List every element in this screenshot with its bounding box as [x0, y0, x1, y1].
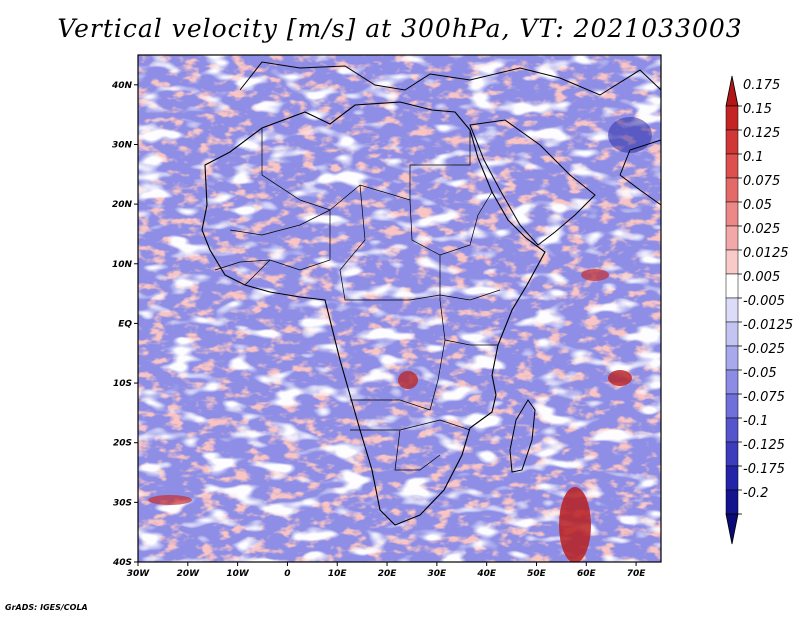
colorbar-swatch: [725, 321, 739, 347]
strong-updraft-patch: [608, 370, 632, 386]
colorbar-swatch: [725, 129, 739, 155]
colorbar-swatch: [725, 177, 739, 203]
colorbar-label: 0.125: [743, 126, 780, 141]
colorbar-label: 0.005: [743, 270, 780, 285]
y-tick-label: 30N: [112, 140, 133, 150]
y-tick-label: 40S: [112, 558, 132, 568]
x-axis-ticks: 30W 20W 10W 0 10E 20E 30E 40E 50E 60E 70E: [127, 562, 647, 579]
y-tick-label: 30S: [113, 498, 132, 508]
x-tick-label: 60E: [577, 569, 597, 579]
colorbar-label: 0.0125: [743, 246, 789, 261]
colorbar-label: -0.0125: [743, 318, 793, 333]
colorbar-label: -0.05: [743, 366, 777, 381]
colorbar-label: -0.005: [743, 294, 785, 309]
coastline-india: [619, 139, 662, 206]
colorbar-label: -0.075: [743, 390, 785, 405]
x-tick-label: 20E: [378, 569, 398, 579]
x-tick-label: 50E: [527, 569, 547, 579]
y-axis-ticks: 40N 30N 20N 10N EQ 10S 20S 30S 40S: [111, 81, 138, 568]
x-tick-label: 10W: [226, 569, 250, 579]
colorbar: 0.175 0.15 0.125 0.1 0.075 0.05 0.025 0.0125 0.0…: [725, 75, 793, 545]
colorbar-label: 0.15: [743, 102, 772, 117]
coastline-africa: [201, 101, 546, 526]
x-tick-label: 20W: [177, 569, 201, 579]
colorbar-label: 0.05: [743, 198, 772, 213]
colorbar-label: -0.175: [743, 462, 785, 477]
colorbar-label: -0.1: [743, 414, 768, 429]
colorbar-label: 0.1: [743, 150, 764, 165]
colorbar-swatch: [725, 153, 739, 179]
colorbar-swatch: [725, 249, 739, 275]
x-tick-label: 30E: [428, 569, 448, 579]
colorbar-swatch: [725, 105, 739, 131]
x-tick-label: 10E: [328, 569, 348, 579]
strong-updraft-patch: [398, 371, 418, 389]
chart-title: Vertical velocity [m/s] at 300hPa, VT: 2…: [57, 14, 743, 43]
coastline-arabia: [469, 119, 596, 246]
colorbar-swatch: [725, 225, 739, 251]
colorbar-swatch: [725, 273, 739, 299]
country-borders: [214, 128, 501, 471]
colorbar-label: 0.025: [743, 222, 780, 237]
colorbar-swatch: [725, 441, 739, 467]
colorbar-label: -0.125: [743, 438, 785, 453]
colorbar-swatch: [725, 369, 739, 395]
colorbar-swatch: [725, 201, 739, 227]
colorbar-swatch: [725, 489, 739, 515]
y-tick-label: EQ: [118, 319, 132, 329]
strong-updraft-patch: [559, 487, 591, 562]
y-tick-label: 20N: [112, 200, 133, 210]
x-tick-label: 70E: [627, 569, 647, 579]
colorbar-swatch: [725, 465, 739, 491]
strong-downdraft-patch: [608, 117, 652, 153]
colorbar-swatch: [725, 393, 739, 419]
colorbar-label: 0.075: [743, 174, 780, 189]
colorbar-swatch: [725, 75, 739, 107]
coastline-europe: [239, 61, 662, 96]
x-tick-label: 0: [284, 569, 290, 579]
colorbar-label: -0.025: [743, 342, 785, 357]
coastline-madagascar: [509, 399, 536, 473]
plot-frame: [137, 54, 662, 563]
strong-updraft-patch: [581, 269, 609, 281]
y-tick-label: 40N: [111, 81, 133, 91]
colorbar-swatch: [725, 345, 739, 371]
y-tick-label: 10S: [113, 379, 132, 389]
colorbar-swatch: [725, 417, 739, 443]
y-tick-label: 20S: [113, 439, 132, 449]
colorbar-label: -0.2: [743, 486, 768, 501]
x-tick-label: 30W: [127, 569, 151, 579]
credit-label: GrADS: IGES/COLA: [5, 603, 88, 612]
y-tick-label: 10N: [112, 260, 133, 270]
colorbar-swatch: [725, 297, 739, 323]
strong-updraft-patch: [148, 495, 192, 505]
colorbar-label: 0.175: [743, 78, 780, 93]
x-tick-label: 40E: [476, 569, 497, 579]
colorbar-swatch: [725, 513, 739, 545]
map-field: [138, 55, 661, 562]
